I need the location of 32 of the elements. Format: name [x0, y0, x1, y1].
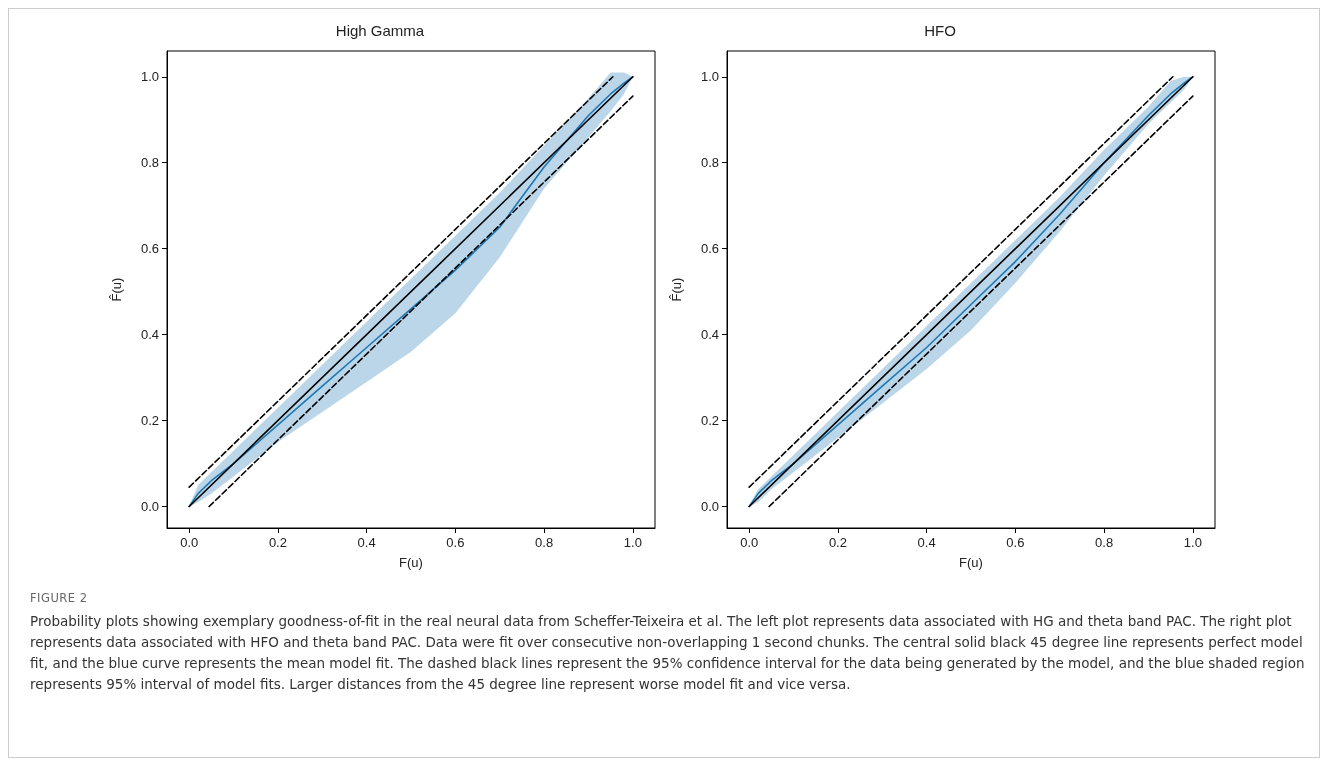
x-tick-label: 0.2 [268, 535, 287, 550]
x-tick-label: 1.0 [623, 535, 642, 550]
x-tick-label: 0.6 [446, 535, 465, 550]
x-tick-label: 1.0 [1183, 535, 1202, 550]
y-tick-label: 0.4 [700, 327, 719, 343]
y-tick-label: 0.6 [700, 241, 719, 257]
x-tick-label: 0.0 [740, 535, 759, 550]
x-tick-label: 0.2 [828, 535, 847, 550]
y-tick-label: 0.0 [700, 499, 719, 515]
y-tick-label: 0.8 [700, 155, 719, 171]
y-axis-title: F̂(u) [108, 277, 124, 302]
x-axis-title: F(u) [399, 555, 423, 570]
y-tick-label: 1.0 [140, 69, 159, 85]
y-tick-label: 0.8 [140, 155, 159, 171]
chart-title: High Gamma [335, 22, 425, 39]
chart-title: HFO [924, 22, 956, 39]
x-axis-title: F(u) [959, 555, 983, 570]
y-tick-label: 0.6 [140, 241, 159, 257]
y-tick-label: 1.0 [700, 69, 719, 85]
y-tick-label: 0.2 [700, 413, 719, 429]
y-axis-title: F̂(u) [668, 277, 684, 302]
y-tick-label: 0.2 [140, 413, 159, 429]
x-tick-label: 0.4 [357, 535, 376, 550]
y-tick-label: 0.4 [140, 327, 159, 343]
x-tick-label: 0.8 [1095, 535, 1114, 550]
x-tick-label: 0.8 [535, 535, 554, 550]
y-tick-label: 0.0 [140, 499, 159, 515]
x-tick-label: 0.0 [180, 535, 199, 550]
x-tick-label: 0.4 [917, 535, 936, 550]
caption: FIGURE 2 [30, 590, 89, 607]
x-tick-label: 0.6 [1006, 535, 1025, 550]
text: Probability plots showing exemplary goodness-of-fit in the real neural data from Scheffer-Teixeira et al. The left plot represents data associated with HG and theta band PAC. The right plot represents data associated with HFO and theta band PAC. Data were fit over consecutive non-overlapping 1 second chunks. The central solid black 45 degree line represents perfect model fit, and the blue curve represents the mean model fit. The dashed black lines represent the 95% confidence interval for the data being generated by the model, and the blue shaded region represents 95% interval of model fits. Larger distances from the 45 degree line represent worse model fit and vice versa. [30, 612, 1306, 694]
